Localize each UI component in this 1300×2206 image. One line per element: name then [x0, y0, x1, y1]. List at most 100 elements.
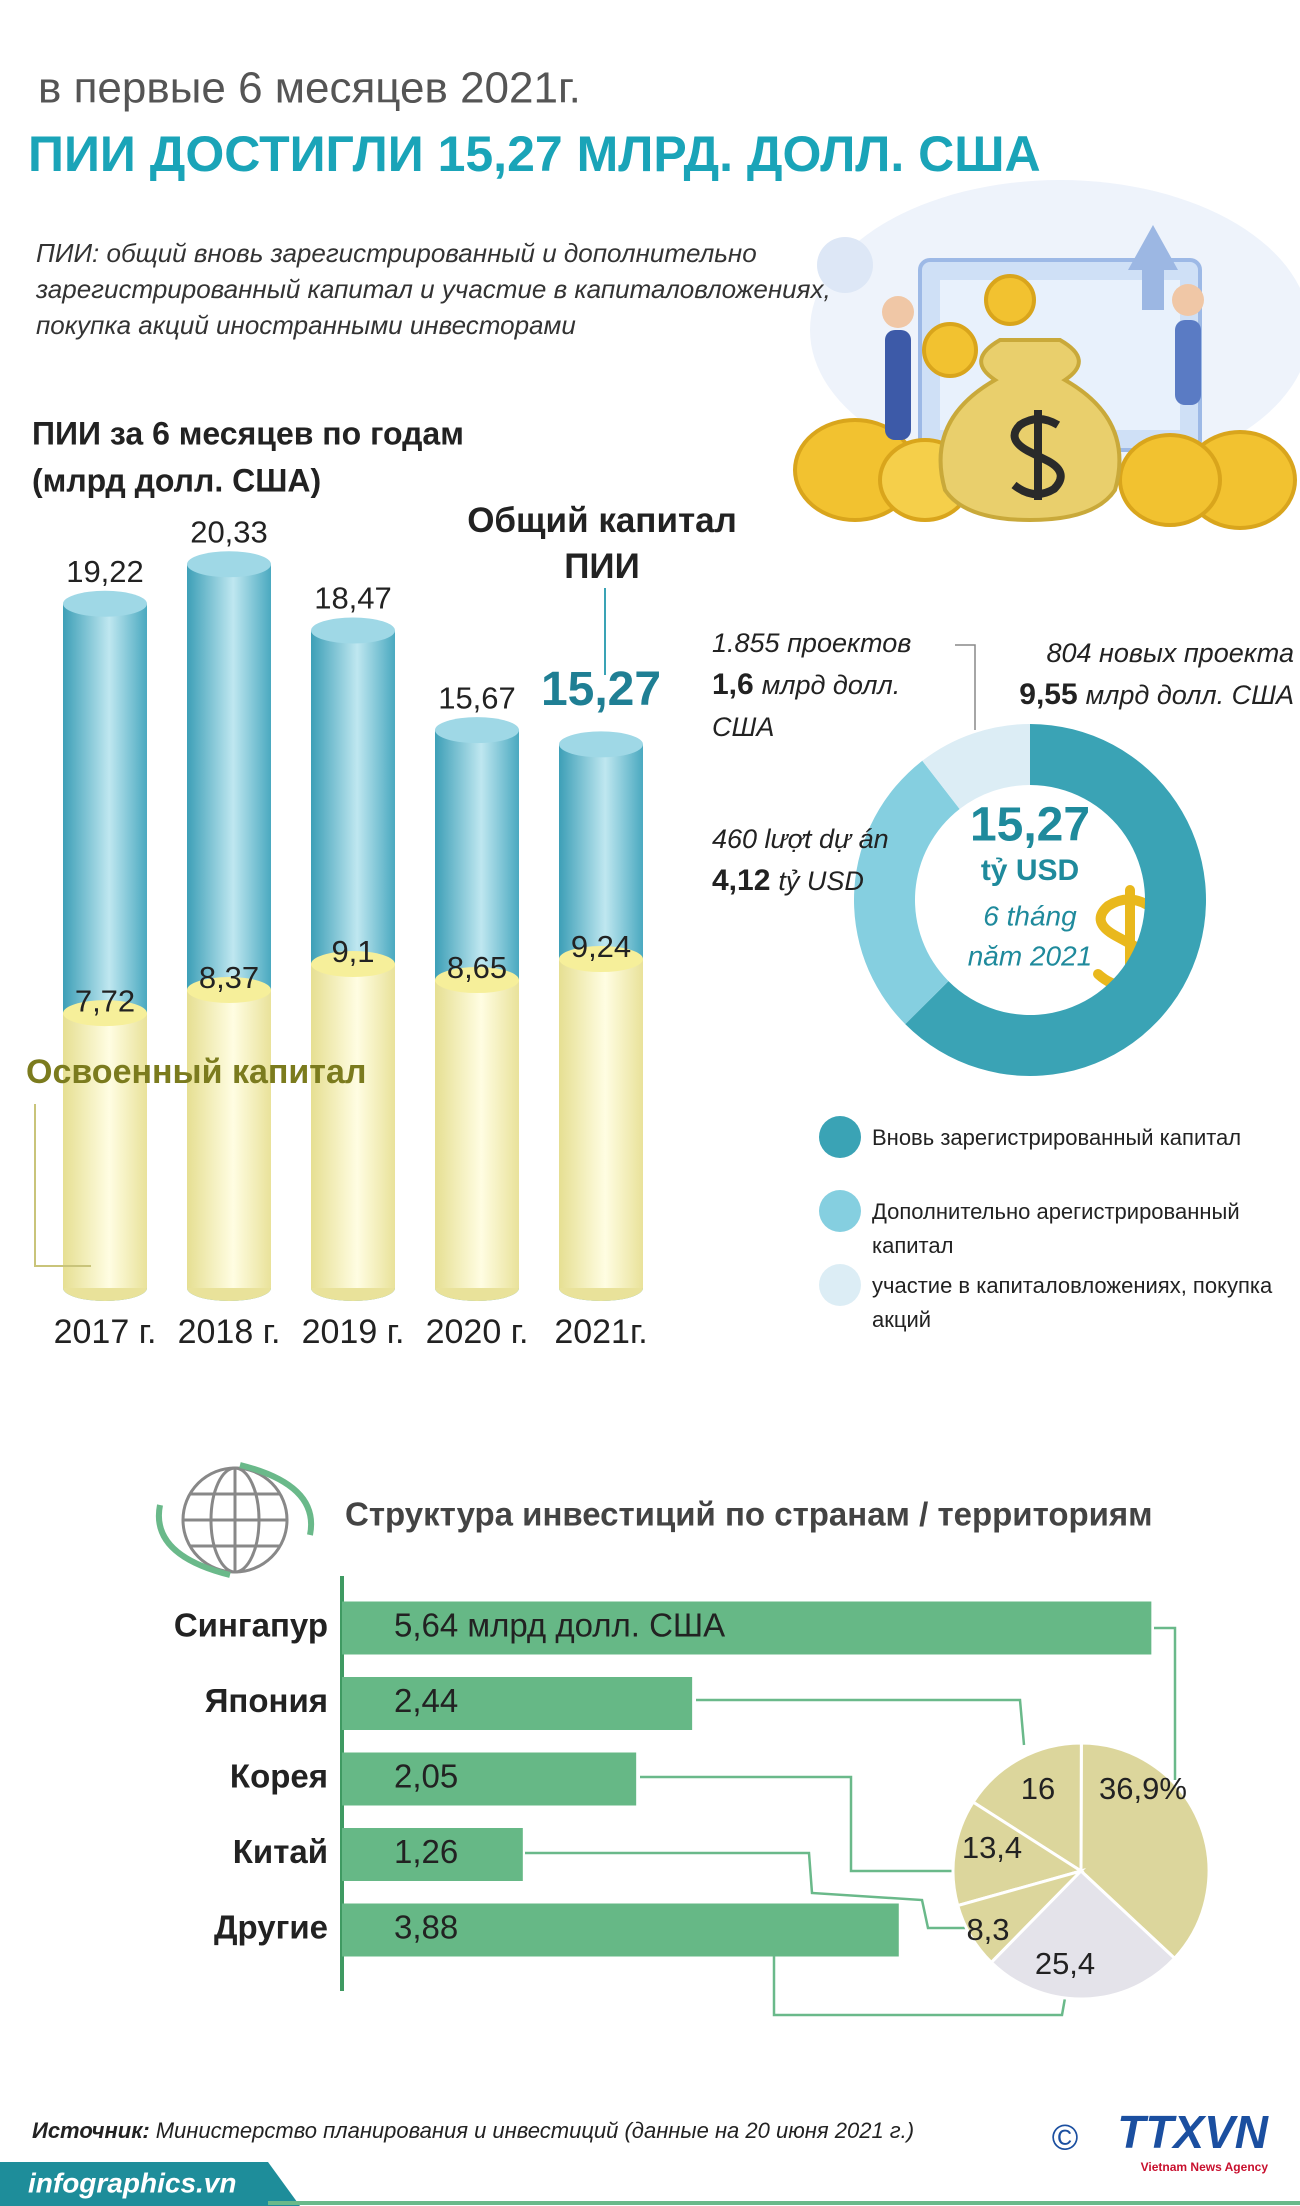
value-label: 8,37 — [199, 960, 259, 995]
value-label: 18,47 — [314, 581, 392, 616]
legend-swatch — [819, 1116, 861, 1158]
bar — [342, 1752, 637, 1806]
bar — [342, 1677, 693, 1730]
donut-segment — [905, 724, 1207, 1076]
definition: ПИИ: общий вновь зарегистрированный и до… — [36, 238, 831, 340]
connector — [1154, 1626, 1177, 1780]
annotation-count: 460 lượt dự án — [712, 824, 889, 854]
bar — [342, 1903, 899, 1957]
y-tick-label: Корея — [230, 1758, 328, 1795]
copyright: © — [1052, 2117, 1079, 2158]
cylinder-inner-top — [311, 951, 395, 978]
logo: TTXVN — [1117, 2106, 1269, 2158]
bar — [342, 1828, 523, 1881]
annotation-unit: tỷ USD — [778, 866, 864, 896]
x-tick-label: 2021г. — [554, 1313, 647, 1351]
legend-swatch — [819, 1190, 861, 1232]
value-label: 19,22 — [66, 554, 144, 589]
center-label: 15,27 — [970, 799, 1090, 852]
illustration — [793, 180, 1300, 530]
agency: Vietnam News Agency — [1141, 2160, 1269, 2174]
y-tick-label: Сингапур — [174, 1607, 328, 1644]
chart-subtitle: (млрд долл. США) — [32, 462, 321, 498]
x-tick-label: 2020 г. — [426, 1313, 529, 1351]
value-label: 15,67 — [438, 680, 516, 715]
annotation: 804 новых проекта 9,55 млрд долл. США — [1004, 632, 1294, 716]
series-label: Освоенный капитал — [26, 1053, 367, 1091]
cylinder-top — [559, 731, 643, 758]
title: ПИИ ДОСТИГЛИ 15,27 МЛРД. ДОЛЛ. США — [28, 126, 1041, 182]
cylinder-top — [187, 551, 271, 578]
globe-icon — [155, 1462, 315, 1578]
value-label: 9,1 — [331, 934, 374, 969]
chart-title: ПИИ за 6 месяцев по годам — [32, 415, 464, 451]
connector — [772, 1956, 1067, 2017]
value-label: 8,65 — [447, 950, 507, 985]
source: Источник: Министерство планирования и инв… — [32, 2118, 914, 2144]
subtitle: в первые 6 месяцев 2021г. — [38, 64, 581, 113]
x-tick-label: 2017 г. — [54, 1313, 157, 1351]
value-label: 1,26 — [394, 1833, 458, 1870]
footer-band — [0, 2162, 300, 2206]
pie-slice — [1079, 1741, 1211, 1961]
value-label: 36,9% — [1099, 1771, 1187, 1806]
annotation-value: 4,12 — [712, 864, 771, 897]
x-tick-label: 2019 г. — [302, 1313, 405, 1351]
cylinder-inner-top — [63, 1000, 147, 1027]
y-tick-label: Китай — [233, 1833, 328, 1870]
bar — [342, 1601, 1152, 1655]
x-tick-label: 2018 г. — [178, 1313, 281, 1351]
cylinder-top — [435, 717, 519, 744]
center-label: tỷ USD — [981, 854, 1079, 887]
legend-label: Вновь зарегистрированный капитал — [872, 1125, 1242, 1150]
annotation: 1.855 проектов 1,6 млрд долл. США — [712, 622, 962, 748]
series-label: Общий капитал ПИИ — [467, 501, 737, 586]
cylinder-inner — [311, 964, 395, 1288]
value-label: 2,05 — [394, 1758, 458, 1795]
connector — [34, 1104, 91, 1267]
value-label: 16 — [1021, 1771, 1055, 1806]
annotation-count: 804 новых проекта — [1046, 638, 1294, 668]
source-text: Министерство планирования и инвестиций (… — [155, 2118, 915, 2143]
value-label: 9,24 — [571, 929, 631, 964]
cylinder-inner-top — [435, 967, 519, 994]
legend-label: участие в капиталовложениях, покупка акц… — [872, 1273, 1273, 1332]
source-label: Источник: — [32, 2118, 150, 2143]
pie-slice — [971, 1741, 1083, 1874]
cylinder-inner-top — [559, 946, 643, 973]
value-label: 3,88 — [394, 1909, 458, 1946]
cylinder-inner — [187, 990, 271, 1288]
value-label: 5,64 млрд долл. США — [394, 1607, 725, 1644]
site-label: infographics.vn — [28, 2167, 236, 2198]
donut-segment — [922, 724, 1030, 810]
donut-segment — [854, 760, 960, 1025]
connector — [525, 1851, 975, 1930]
value-label: 13,4 — [962, 1830, 1022, 1865]
value-label: 2,44 — [394, 1682, 458, 1719]
cylinder-inner-top — [187, 977, 271, 1004]
value-label: 15,27 — [541, 663, 661, 716]
connector — [696, 1698, 1026, 1746]
cylinder-inner — [63, 1013, 147, 1288]
cylinder-inner — [559, 959, 643, 1288]
y-tick-label: Япония — [205, 1682, 328, 1719]
annotation-count: 1.855 проектов — [712, 628, 912, 658]
center-label: năm 2021 — [968, 940, 1093, 971]
y-tick-label: Другие — [214, 1909, 328, 1946]
cylinder-inner — [435, 980, 519, 1288]
legend-swatch — [819, 1264, 861, 1306]
value-label: 25,4 — [1035, 1946, 1095, 1981]
annotation: 460 lượt dự án 4,12 tỷ USD — [712, 818, 952, 902]
annotation-unit: млрд долл. США — [1085, 680, 1294, 710]
value-label: 20,33 — [190, 514, 268, 549]
pie-slice — [989, 1868, 1177, 2001]
connector — [640, 1775, 957, 1873]
connector — [955, 644, 976, 730]
cylinder-top — [311, 617, 395, 644]
chart-title: Структура инвестиций по странам / террит… — [345, 1496, 1153, 1533]
legend-label: Дополнительно арегистрированный капитал — [872, 1199, 1240, 1258]
annotation-value: 9,55 — [1019, 678, 1078, 711]
center-label: 6 tháng — [983, 900, 1077, 931]
